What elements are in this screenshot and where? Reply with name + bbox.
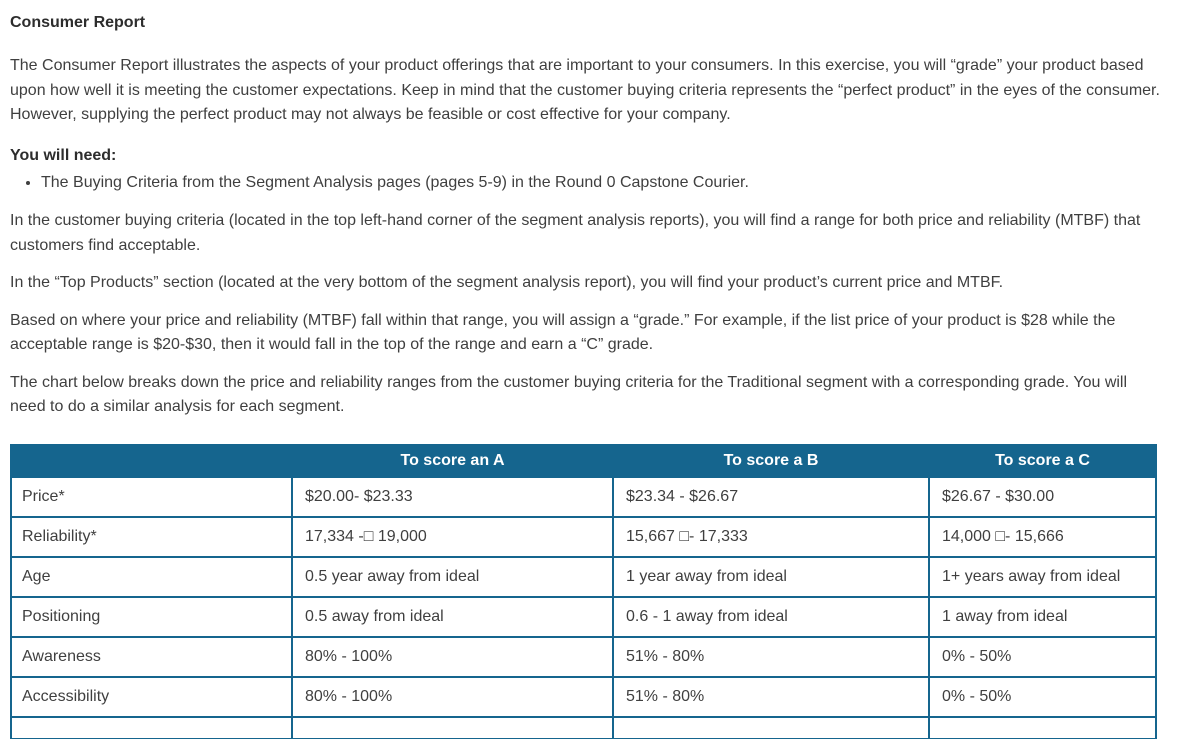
- cell-score-b: 51% - 80%: [612, 635, 930, 678]
- cell-score-c: 1+ years away from ideal: [928, 555, 1157, 598]
- cell-score-c: 1 away from ideal: [928, 595, 1157, 638]
- table-row-price: Price* $20.00- $23.33 $23.34 - $26.67 $2…: [10, 475, 1157, 518]
- criteria-location-paragraph: In the customer buying criteria (located…: [10, 212, 1141, 254]
- cell-score-b: 51% - 80%: [612, 675, 930, 718]
- cell-score-c: 0% - 50%: [928, 635, 1157, 678]
- table-row-age: Age 0.5 year away from ideal 1 year away…: [10, 555, 1157, 598]
- page-title: Consumer Report: [10, 14, 146, 31]
- need-heading: You will need:: [10, 146, 117, 164]
- cell-score-a: 0.5 year away from ideal: [291, 555, 614, 598]
- table-header-row: To score an A To score a B To score a C: [10, 443, 1157, 478]
- cell-score-b: 15,667 □- 17,333: [612, 515, 930, 558]
- grade-example-paragraph: Based on where your price and reliabilit…: [10, 311, 1116, 354]
- cell-score-a: 80% - 100%: [291, 635, 614, 678]
- cell-score-b: 0.6 - 1 away from ideal: [612, 595, 930, 638]
- cell-score-c: 0% - 50%: [928, 675, 1157, 718]
- table-row-accessibility: Accessibility 80% - 100% 51% - 80% 0% - …: [10, 675, 1157, 718]
- cell-score-c: 14,000 □- 15,666: [928, 515, 1157, 558]
- cell-score-b: $23.34 - $26.67: [612, 475, 930, 518]
- row-label: [10, 715, 293, 739]
- cell-score-a: [291, 715, 614, 739]
- intro-paragraph: The Consumer Report illustrates the aspe…: [10, 57, 1160, 123]
- row-label: Reliability*: [10, 515, 293, 558]
- cell-score-a: $20.00- $23.33: [291, 475, 614, 518]
- cell-score-c: $26.67 - $30.00: [928, 475, 1157, 518]
- cell-score-a: 0.5 away from ideal: [291, 595, 614, 638]
- header-cell-score-b: To score a B: [612, 443, 930, 478]
- row-label: Positioning: [10, 595, 293, 638]
- top-products-paragraph: In the “Top Products” section (located a…: [10, 274, 1004, 291]
- cell-score-b: [612, 715, 930, 739]
- row-label: Accessibility: [10, 675, 293, 718]
- need-list-item: The Buying Criteria from the Segment Ana…: [41, 171, 1165, 196]
- need-list: The Buying Criteria from the Segment Ana…: [10, 171, 1165, 196]
- table-row-reliability: Reliability* 17,334 -□ 19,000 15,667 □- …: [10, 515, 1157, 558]
- table-row-positioning: Positioning 0.5 away from ideal 0.6 - 1 …: [10, 595, 1157, 638]
- row-label: Age: [10, 555, 293, 598]
- table-row-partial: [10, 715, 1157, 739]
- row-label: Price*: [10, 475, 293, 518]
- cell-score-a: 80% - 100%: [291, 675, 614, 718]
- header-cell-score-c: To score a C: [928, 443, 1157, 478]
- header-cell-score-a: To score an A: [291, 443, 614, 478]
- row-label: Awareness: [10, 635, 293, 678]
- chart-description-paragraph: The chart below breaks down the price an…: [10, 373, 1128, 416]
- cell-score-c: [928, 715, 1157, 739]
- table-row-awareness: Awareness 80% - 100% 51% - 80% 0% - 50%: [10, 635, 1157, 678]
- header-cell-blank: [10, 443, 293, 478]
- cell-score-a: 17,334 -□ 19,000: [291, 515, 614, 558]
- cell-score-b: 1 year away from ideal: [612, 555, 930, 598]
- grading-table: To score an A To score a B To score a C …: [10, 443, 1157, 739]
